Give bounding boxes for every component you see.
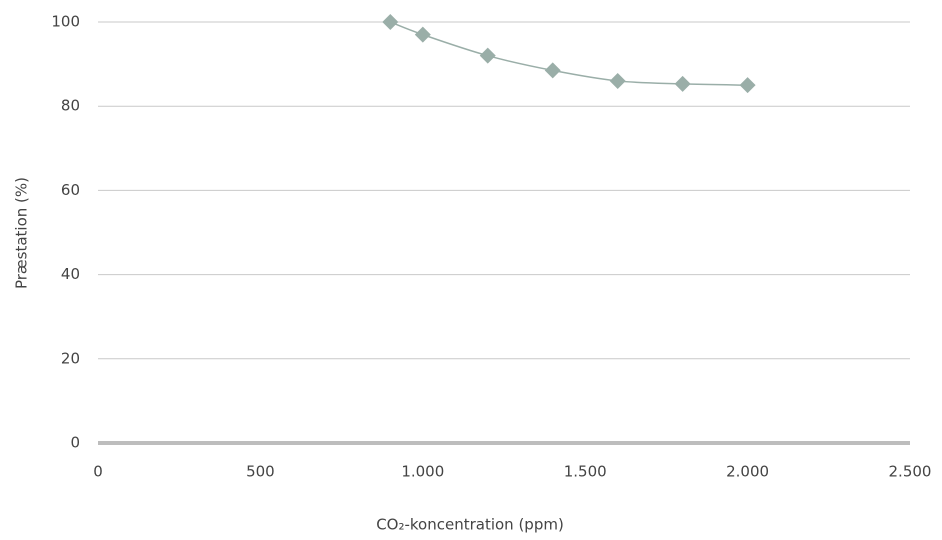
x-tick-label: 2.000	[726, 463, 769, 481]
y-tick-label: 100	[51, 13, 80, 31]
y-tick-label: 0	[70, 434, 80, 452]
y-tick-label: 40	[61, 265, 80, 283]
x-tick-label: 0	[93, 463, 103, 481]
x-tick-label: 1.500	[564, 463, 607, 481]
x-axis-title: CO₂-koncentration (ppm)	[376, 516, 564, 534]
y-axis-title: Præstation (%)	[13, 177, 31, 289]
y-tick-label: 60	[61, 181, 80, 199]
data-point	[414, 26, 431, 43]
data-point	[609, 72, 626, 89]
data-point	[544, 62, 561, 79]
x-tick-label: 2.500	[889, 463, 932, 481]
data-point	[479, 47, 496, 64]
data-point	[382, 14, 399, 30]
data-point	[674, 75, 691, 92]
series-line	[390, 21, 748, 86]
y-tick-label: 20	[61, 349, 80, 367]
y-tick-label: 80	[61, 97, 80, 115]
x-tick-label: 500	[246, 463, 275, 481]
x-tick-label: 1.000	[401, 463, 444, 481]
data-point	[739, 77, 756, 94]
